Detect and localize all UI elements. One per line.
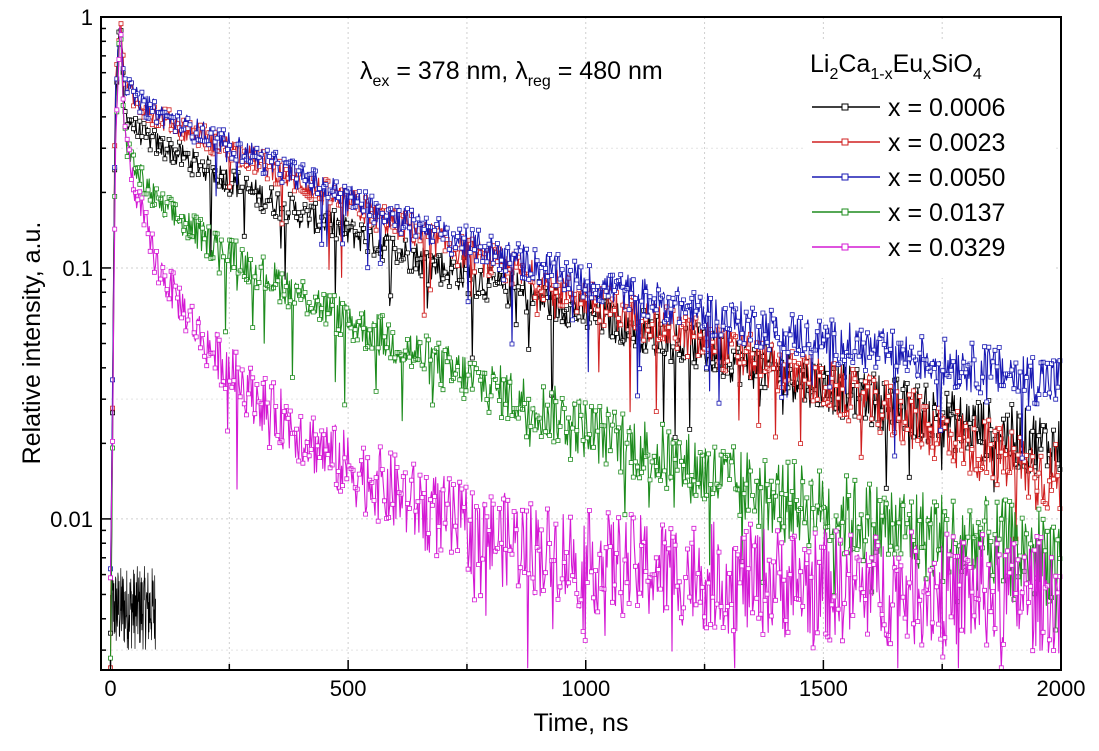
legend-title: Li2Ca1-xEuxSiO4 [810, 50, 982, 83]
legend-swatch-marker [841, 173, 849, 181]
legend-label: x = 0.0329 [888, 234, 1005, 262]
series-markers [108, 34, 1063, 572]
series-line [109, 26, 1062, 669]
legend-swatch-marker [841, 208, 849, 216]
legend-swatch-marker [841, 138, 849, 146]
ex-subscript: ex [373, 73, 390, 90]
ex-value: = 378 nm, [389, 57, 515, 85]
legend-title-part: Eu [893, 50, 924, 78]
legend-title-sub: 4 [973, 66, 982, 83]
y-axis-title: Relative intensity, a.u. [18, 222, 46, 465]
x-tick-label: 1500 [799, 676, 848, 701]
lambda-symbol-reg: λ [515, 57, 528, 85]
legend-entry: x = 0.0329 [812, 234, 1005, 262]
legend-title-sub: 1-x [870, 66, 892, 83]
legend-entry: x = 0.0137 [812, 199, 1005, 227]
legend-label: x = 0.0050 [888, 164, 1005, 192]
legend-entry: x = 0.0006 [812, 94, 1005, 122]
x-axis-title: Time, ns [534, 709, 629, 737]
legend-swatch-marker [841, 243, 849, 251]
legend-swatch-marker [841, 103, 849, 111]
legend-title-part: Ca [838, 50, 870, 78]
y-tick-label: 0.1 [62, 256, 93, 281]
x-tick-label: 2000 [1037, 676, 1086, 701]
legend-entries: x = 0.0006 x = 0.0023 x = 0.0050 x = 0.0137… [812, 94, 1005, 262]
axis-ticks: 0 500 1000 1500 2000 1 0.1 0.01 [50, 5, 1085, 701]
excitation-annotation: λex = 378 nm, λreg = 480 nm [360, 57, 663, 90]
legend-title-sub: x [923, 66, 931, 83]
y-tick-label: 0.01 [50, 507, 93, 532]
legend-label: x = 0.0006 [888, 94, 1005, 122]
legend-label: x = 0.0137 [888, 199, 1005, 227]
series-markers [108, 32, 1063, 671]
baseline-noise-line [110, 566, 156, 650]
series-markers [108, 36, 1063, 661]
series-4 [108, 28, 1063, 661]
legend-title-part: SiO [931, 50, 973, 78]
y-tick-label: 1 [81, 5, 93, 30]
series-5 [108, 26, 1063, 671]
reg-subscript: reg [528, 73, 551, 90]
legend-label: x = 0.0023 [888, 129, 1005, 157]
series-3 [108, 27, 1063, 572]
x-tick-label: 500 [330, 676, 367, 701]
reg-value: = 480 nm [551, 57, 663, 85]
legend-title-sub: 2 [829, 66, 838, 83]
x-tick-label: 0 [104, 676, 116, 701]
lambda-symbol-ex: λ [360, 57, 373, 85]
legend-title-part: Li [810, 50, 829, 78]
x-tick-label: 1000 [561, 676, 610, 701]
series-layer [108, 21, 1063, 671]
legend-entry: x = 0.0023 [812, 129, 1005, 157]
legend-entry: x = 0.0050 [812, 164, 1005, 192]
legend-background [805, 42, 1055, 278]
